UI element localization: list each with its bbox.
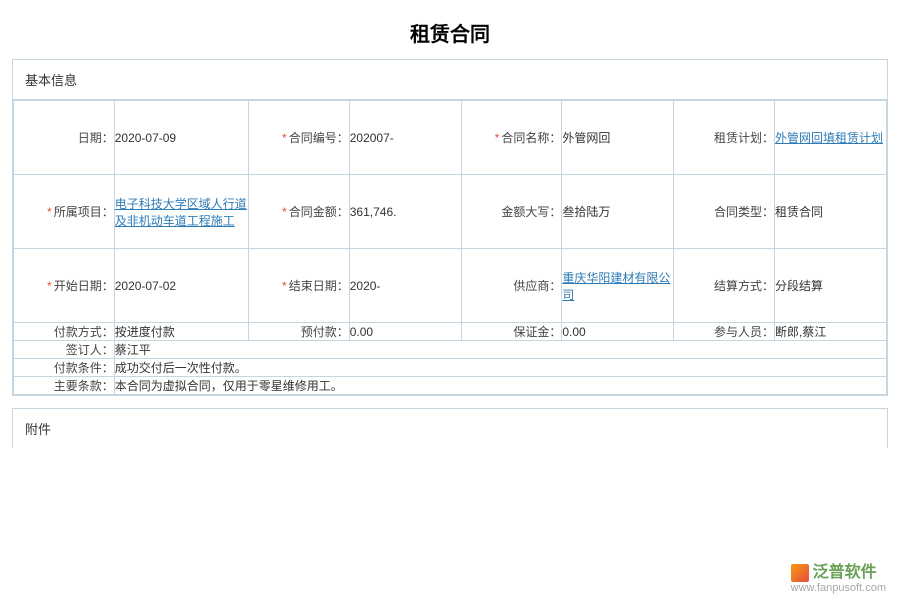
value-prepay: 0.00 xyxy=(349,323,461,341)
value-payment-terms: 成功交付后一次性付款。 xyxy=(114,359,886,377)
label-contract-type: 合同类型： xyxy=(674,175,775,249)
label-settlement: 结算方式： xyxy=(674,249,775,323)
label-supplier: 供应商： xyxy=(461,249,562,323)
table-row: 付款方式： 按进度付款 预付款： 0.00 保证金： 0.00 参与人员： 断郎… xyxy=(14,323,887,341)
page-title: 租赁合同 xyxy=(0,0,900,59)
watermark: 泛普软件 www.fanpusoft.com xyxy=(791,564,886,594)
value-amount-cn: 叁拾陆万 xyxy=(562,175,674,249)
logo-icon xyxy=(791,564,809,582)
table-row: 日期： 2020-07-09 *合同编号： 202007- *合同名称： 外管网… xyxy=(14,101,887,175)
basic-info-table: 日期： 2020-07-09 *合同编号： 202007- *合同名称： 外管网… xyxy=(13,100,887,395)
label-signer: 签订人： xyxy=(14,341,115,359)
basic-info-header: 基本信息 xyxy=(13,60,887,100)
value-contract-name: 外管网回 xyxy=(562,101,674,175)
label-contract-name: *合同名称： xyxy=(461,101,562,175)
basic-info-panel: 基本信息 日期： 2020-07-09 *合同编号： 202007- *合同名称… xyxy=(12,59,888,396)
value-supplier[interactable]: 重庆华阳建材有限公司 xyxy=(562,249,674,323)
label-prepay: 预付款： xyxy=(249,323,350,341)
value-project[interactable]: 电子科技大学区域人行道及非机动车道工程施工 xyxy=(114,175,248,249)
table-row: 签订人： 蔡江平 xyxy=(14,341,887,359)
value-main-clause: 本合同为虚拟合同，仅用于零星维修用工。 xyxy=(114,377,886,395)
label-amount: *合同金额： xyxy=(249,175,350,249)
label-main-clause: 主要条款： xyxy=(14,377,115,395)
lease-plan-link[interactable]: 外管网回填租赁计划 xyxy=(775,131,883,145)
watermark-url: www.fanpusoft.com xyxy=(791,582,886,594)
label-project: *所属项目： xyxy=(14,175,115,249)
table-row: *所属项目： 电子科技大学区域人行道及非机动车道工程施工 *合同金额： 361,… xyxy=(14,175,887,249)
value-participants: 断郎,蔡江 xyxy=(775,323,887,341)
value-pay-method: 按进度付款 xyxy=(114,323,248,341)
label-end-date: *结束日期： xyxy=(249,249,350,323)
table-row: 主要条款： 本合同为虚拟合同，仅用于零星维修用工。 xyxy=(14,377,887,395)
project-link[interactable]: 电子科技大学区域人行道及非机动车道工程施工 xyxy=(115,197,247,228)
value-lease-plan[interactable]: 外管网回填租赁计划 xyxy=(775,101,887,175)
value-deposit: 0.00 xyxy=(562,323,674,341)
value-signer: 蔡江平 xyxy=(114,341,886,359)
attachment-header: 附件 xyxy=(13,409,887,448)
label-date: 日期： xyxy=(14,101,115,175)
label-participants: 参与人员： xyxy=(674,323,775,341)
value-amount: 361,746. xyxy=(349,175,461,249)
value-contract-no: 202007- xyxy=(349,101,461,175)
label-amount-cn: 金额大写： xyxy=(461,175,562,249)
label-lease-plan: 租赁计划： xyxy=(674,101,775,175)
watermark-brand: 泛普软件 xyxy=(813,564,877,582)
value-date: 2020-07-09 xyxy=(114,101,248,175)
label-deposit: 保证金： xyxy=(461,323,562,341)
attachment-panel: 附件 xyxy=(12,408,888,448)
value-settlement: 分段结算 xyxy=(775,249,887,323)
value-contract-type: 租赁合同 xyxy=(775,175,887,249)
table-row: 付款条件： 成功交付后一次性付款。 xyxy=(14,359,887,377)
value-end-date: 2020- xyxy=(349,249,461,323)
supplier-link[interactable]: 重庆华阳建材有限公司 xyxy=(562,271,670,302)
label-payment-terms: 付款条件： xyxy=(14,359,115,377)
label-pay-method: 付款方式： xyxy=(14,323,115,341)
label-start-date: *开始日期： xyxy=(14,249,115,323)
value-start-date: 2020-07-02 xyxy=(114,249,248,323)
table-row: *开始日期： 2020-07-02 *结束日期： 2020- 供应商： 重庆华阳… xyxy=(14,249,887,323)
label-contract-no: *合同编号： xyxy=(249,101,350,175)
